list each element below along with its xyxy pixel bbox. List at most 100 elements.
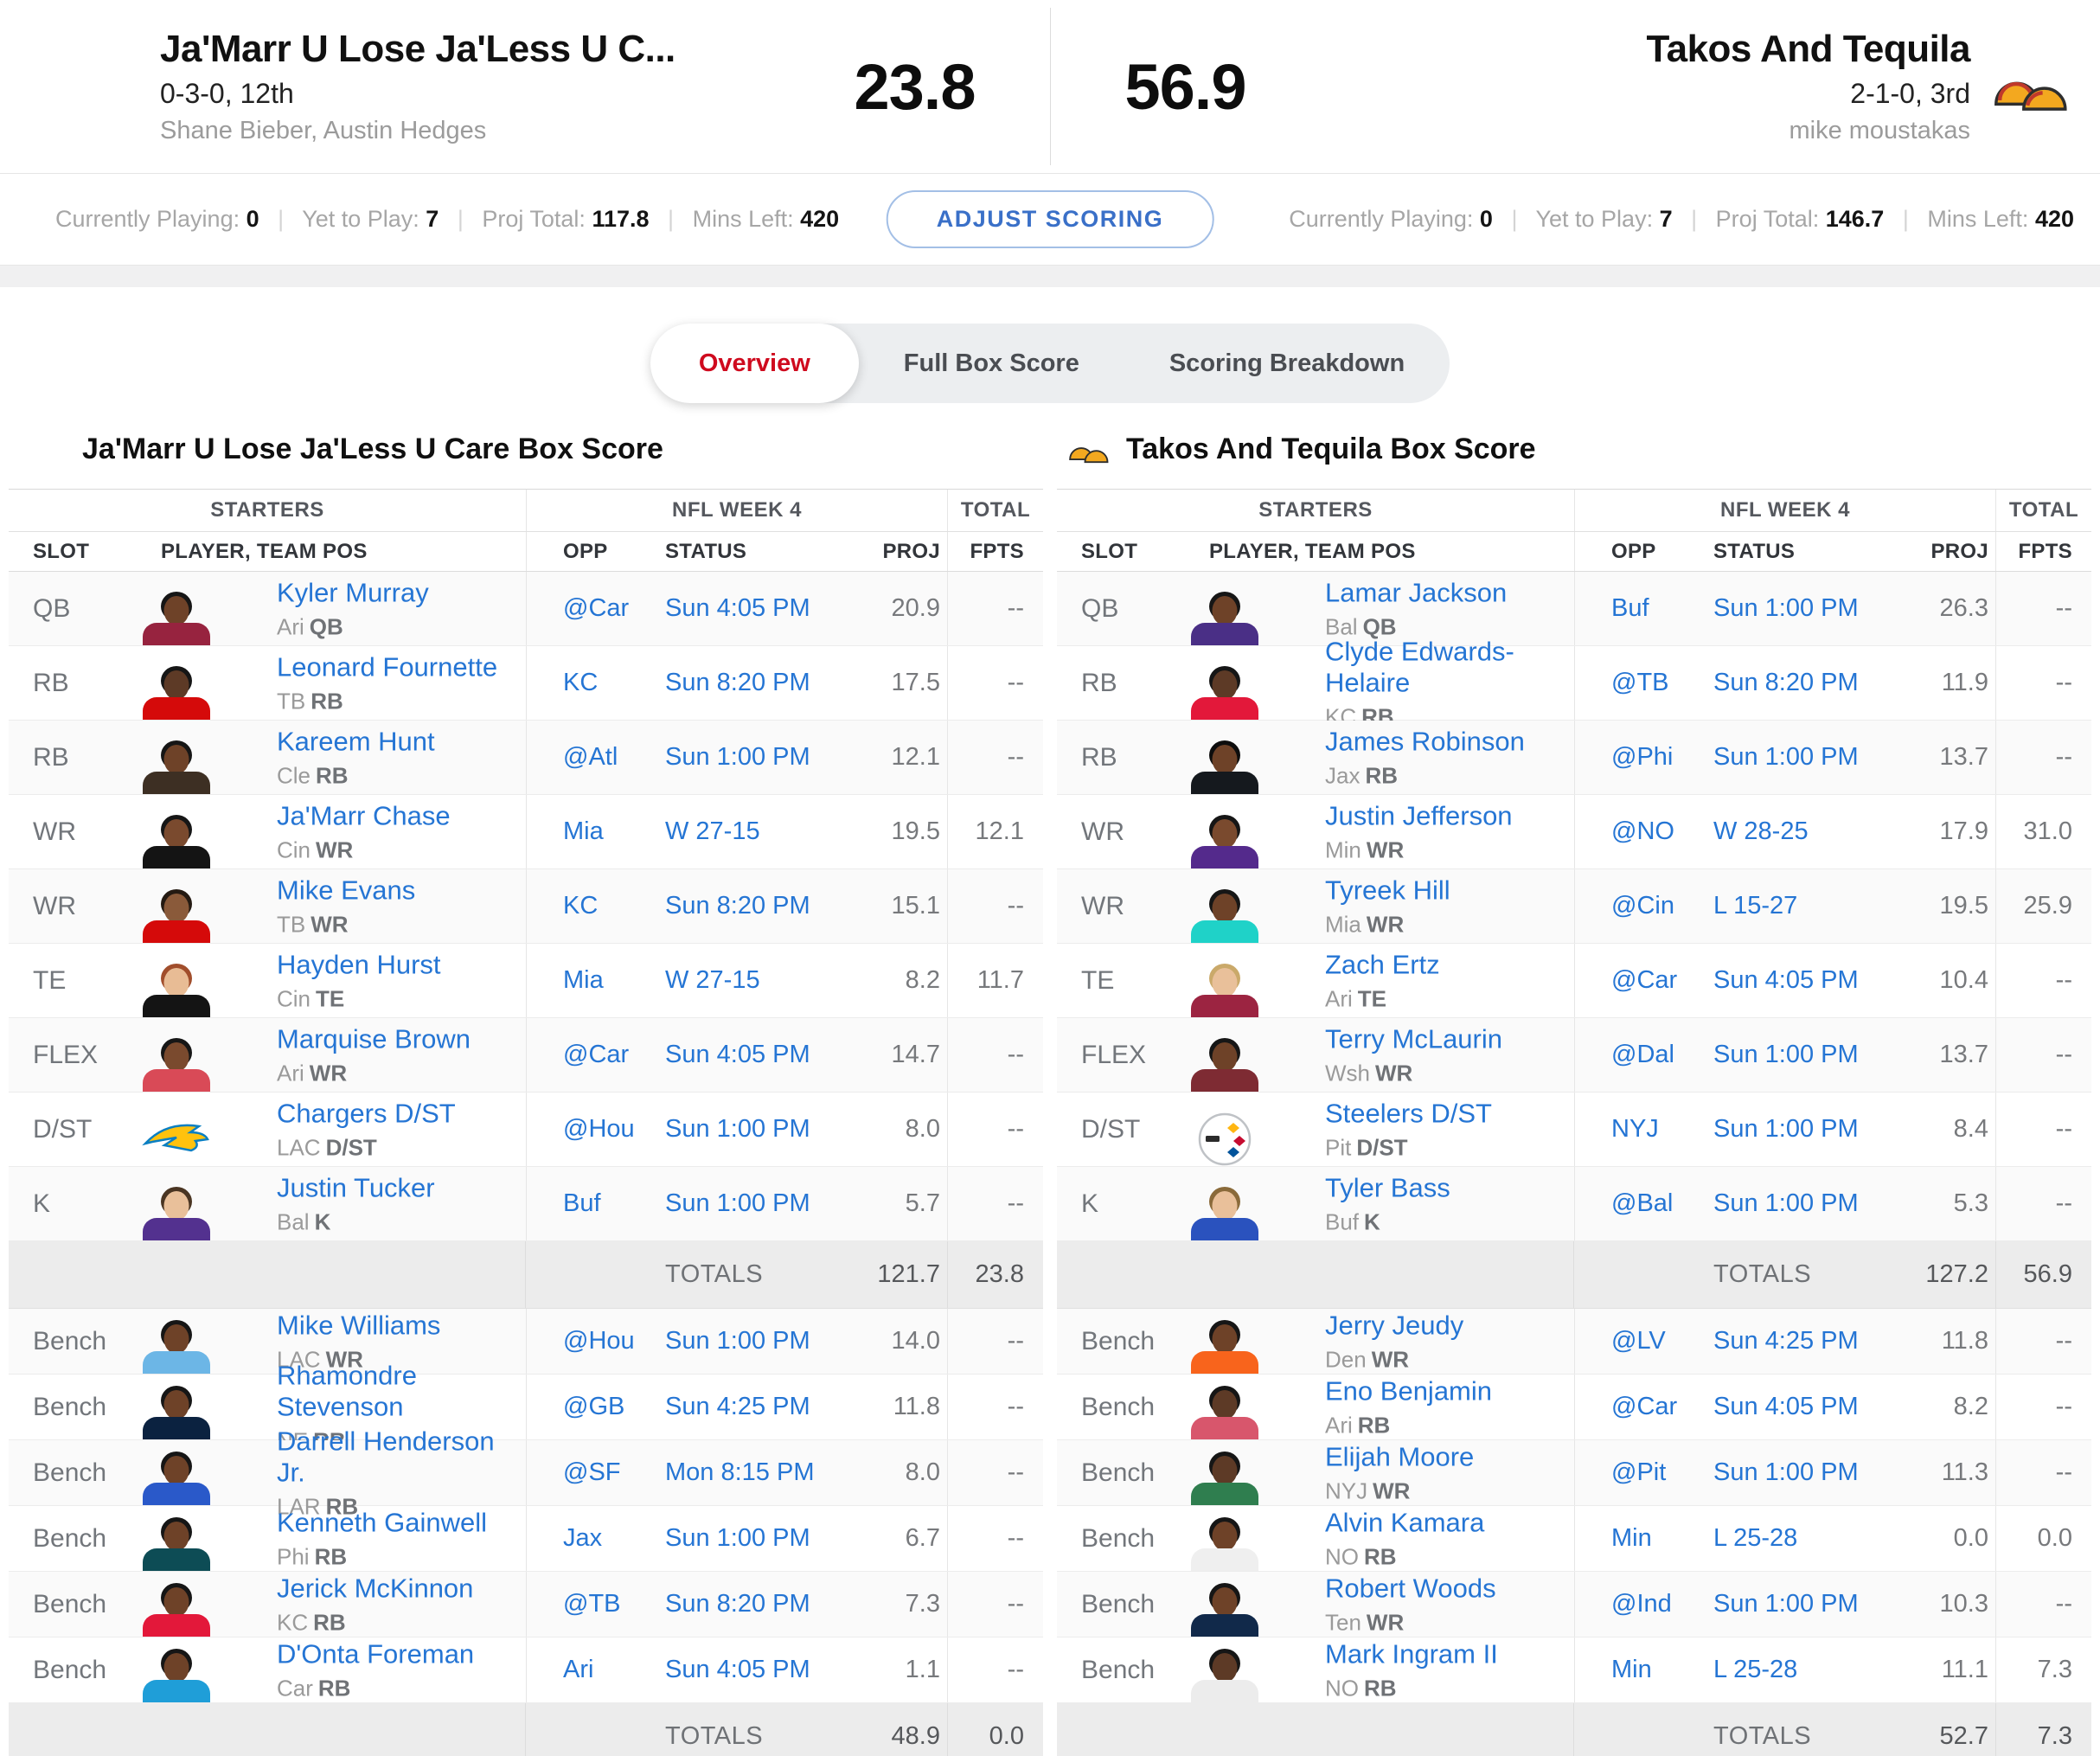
opponent-link[interactable]: Min	[1611, 1656, 1652, 1683]
game-status-link[interactable]: L 25-28	[1713, 1656, 1798, 1683]
opponent-link[interactable]: @Bal	[1611, 1189, 1674, 1217]
opponent-link[interactable]: Buf	[1611, 594, 1649, 622]
player-headshot[interactable]	[1185, 1384, 1264, 1439]
chargers-logo[interactable]	[137, 1111, 216, 1166]
game-status-link[interactable]: Sun 4:05 PM	[665, 1041, 810, 1068]
game-status-link[interactable]: Sun 1:00 PM	[1713, 1590, 1859, 1618]
player-headshot[interactable]	[137, 813, 216, 868]
opponent-link[interactable]: Mia	[563, 817, 604, 845]
game-status-link[interactable]: Sun 8:20 PM	[665, 892, 810, 920]
player-name-link[interactable]: Mark Ingram II	[1325, 1638, 1498, 1669]
player-name-link[interactable]: Tyler Bass	[1325, 1172, 1450, 1202]
player-name-link[interactable]: Jerry Jeudy	[1325, 1310, 1464, 1340]
adjust-scoring-button[interactable]: ADJUST SCORING	[886, 190, 1214, 248]
game-status-link[interactable]: Sun 4:05 PM	[1713, 966, 1859, 994]
player-headshot[interactable]	[137, 739, 216, 794]
player-headshot[interactable]	[137, 1647, 216, 1702]
opponent-link[interactable]: @SF	[563, 1458, 621, 1486]
game-status-link[interactable]: Sun 8:20 PM	[665, 669, 810, 696]
player-name-link[interactable]: Leonard Fournette	[277, 651, 498, 682]
player-headshot[interactable]	[1185, 1450, 1264, 1505]
player-headshot[interactable]	[1185, 1647, 1264, 1702]
player-name-link[interactable]: Clyde Edwards-Helaire	[1325, 636, 1514, 697]
game-status-link[interactable]: Sun 4:05 PM	[665, 594, 810, 622]
player-name-link[interactable]: Jerick McKinnon	[277, 1573, 474, 1603]
game-status-link[interactable]: Sun 1:00 PM	[1713, 1189, 1859, 1217]
opponent-link[interactable]: @Car	[1611, 966, 1678, 994]
player-name-link[interactable]: Eno Benjamin	[1325, 1375, 1493, 1406]
opponent-link[interactable]: @Pit	[1611, 1458, 1667, 1486]
player-name-link[interactable]: Rhamondre Stevenson	[277, 1360, 417, 1421]
player-headshot[interactable]	[1185, 1185, 1264, 1240]
game-status-link[interactable]: Sun 1:00 PM	[665, 1524, 810, 1552]
game-status-link[interactable]: Sun 1:00 PM	[665, 1189, 810, 1217]
game-status-link[interactable]: Sun 1:00 PM	[665, 743, 810, 771]
player-name-link[interactable]: Mike Williams	[277, 1310, 441, 1340]
game-status-link[interactable]: Sun 1:00 PM	[1713, 594, 1859, 622]
player-name-link[interactable]: Ja'Marr Chase	[277, 800, 451, 830]
player-headshot[interactable]	[137, 1036, 216, 1092]
player-name-link[interactable]: Kareem Hunt	[277, 726, 435, 756]
opponent-link[interactable]: KC	[563, 892, 599, 920]
game-status-link[interactable]: Sun 4:05 PM	[1713, 1393, 1859, 1420]
player-headshot[interactable]	[1185, 962, 1264, 1017]
game-status-link[interactable]: W 28-25	[1713, 817, 1809, 845]
player-name-link[interactable]: James Robinson	[1325, 726, 1525, 756]
opponent-link[interactable]: Buf	[563, 1189, 601, 1217]
game-status-link[interactable]: Sun 8:20 PM	[1713, 669, 1859, 696]
game-status-link[interactable]: Sun 4:25 PM	[665, 1393, 810, 1420]
game-status-link[interactable]: Sun 1:00 PM	[1713, 1115, 1859, 1143]
game-status-link[interactable]: Sun 1:00 PM	[665, 1327, 810, 1355]
player-headshot[interactable]	[137, 1450, 216, 1505]
opponent-link[interactable]: KC	[563, 669, 599, 696]
player-headshot[interactable]	[137, 1318, 216, 1374]
player-name-link[interactable]: Alvin Kamara	[1325, 1507, 1485, 1537]
player-name-link[interactable]: Robert Woods	[1325, 1573, 1496, 1603]
player-headshot[interactable]	[137, 1516, 216, 1571]
player-name-link[interactable]: Kenneth Gainwell	[277, 1507, 487, 1537]
game-status-link[interactable]: W 27-15	[665, 817, 760, 845]
player-name-link[interactable]: Justin Jefferson	[1325, 800, 1513, 830]
player-headshot[interactable]	[1185, 1516, 1264, 1571]
player-headshot[interactable]	[1185, 664, 1264, 720]
player-headshot[interactable]	[137, 1581, 216, 1637]
tab-full-box-score[interactable]: Full Box Score	[903, 349, 1079, 377]
opponent-link[interactable]: @Hou	[563, 1115, 635, 1143]
opponent-link[interactable]: NYJ	[1611, 1115, 1659, 1143]
player-headshot[interactable]	[137, 590, 216, 645]
player-name-link[interactable]: Hayden Hurst	[277, 949, 441, 979]
opponent-link[interactable]: @TB	[563, 1590, 621, 1618]
game-status-link[interactable]: Sun 1:00 PM	[1713, 1458, 1859, 1486]
home-team-name[interactable]: Takos And Tequila	[1646, 28, 1970, 70]
opponent-link[interactable]: @TB	[1611, 669, 1669, 696]
player-name-link[interactable]: Justin Tucker	[277, 1172, 435, 1202]
player-name-link[interactable]: Chargers D/ST	[277, 1098, 456, 1128]
game-status-link[interactable]: L 15-27	[1713, 892, 1798, 920]
player-headshot[interactable]	[1185, 1036, 1264, 1092]
tab-scoring-breakdown[interactable]: Scoring Breakdown	[1168, 349, 1405, 377]
player-headshot[interactable]	[137, 962, 216, 1017]
player-name-link[interactable]: Darrell Henderson Jr.	[277, 1426, 495, 1487]
player-headshot[interactable]	[1185, 1318, 1264, 1374]
game-status-link[interactable]: Sun 1:00 PM	[665, 1115, 810, 1143]
opponent-link[interactable]: @GB	[563, 1393, 625, 1420]
opponent-link[interactable]: @Car	[563, 1041, 630, 1068]
tab-overview[interactable]: Overview	[650, 324, 859, 403]
player-headshot[interactable]	[137, 664, 216, 720]
player-name-link[interactable]: Terry McLaurin	[1325, 1023, 1502, 1054]
opponent-link[interactable]: @Atl	[563, 743, 618, 771]
game-status-link[interactable]: Sun 4:05 PM	[665, 1656, 810, 1683]
opponent-link[interactable]: @Car	[563, 594, 630, 622]
game-status-link[interactable]: Sun 4:25 PM	[1713, 1327, 1859, 1355]
opponent-link[interactable]: @Dal	[1611, 1041, 1674, 1068]
player-name-link[interactable]: Zach Ertz	[1325, 949, 1440, 979]
game-status-link[interactable]: Sun 1:00 PM	[1713, 743, 1859, 771]
opponent-link[interactable]: Min	[1611, 1524, 1652, 1552]
opponent-link[interactable]: @Phi	[1611, 743, 1674, 771]
player-name-link[interactable]: Mike Evans	[277, 875, 416, 905]
player-name-link[interactable]: Lamar Jackson	[1325, 577, 1508, 607]
player-headshot[interactable]	[137, 1185, 216, 1240]
player-headshot[interactable]	[1185, 888, 1264, 943]
game-status-link[interactable]: Mon 8:15 PM	[665, 1458, 815, 1486]
away-team-name[interactable]: Ja'Marr U Lose Ja'Less U C...	[160, 28, 675, 70]
